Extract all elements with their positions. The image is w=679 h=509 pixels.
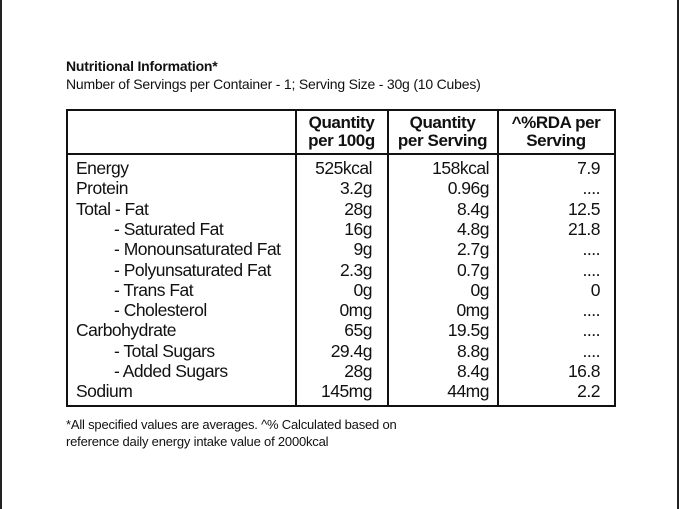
value-per-100g: 2.3g	[339, 259, 373, 280]
value-per-serving: 44mg	[447, 381, 489, 402]
table-row: - Saturated Fat 16g 4.8g 21.8	[68, 219, 614, 240]
nutrient-name: - Saturated Fat	[114, 218, 224, 239]
column-header-rda: ^%RDA per Serving	[498, 114, 614, 150]
value-rda: ....	[582, 300, 601, 321]
footnote-line: *All specified values are averages. ^% C…	[66, 417, 397, 432]
table-row: - Polyunsaturated Fat 2.3g 0.7g....	[68, 260, 614, 281]
nutrient-name: - Total Sugars	[114, 340, 215, 361]
table-row: Energy 525kcal 158kcal 7.9	[68, 158, 614, 179]
column-divider	[295, 111, 297, 405]
table-row: - Cholesterol 0mg 0mg....	[68, 300, 614, 321]
table-row: Carbohydrate 65g 19.5g....	[68, 320, 614, 341]
value-per-serving: 158kcal	[432, 158, 489, 178]
header-divider	[68, 153, 614, 155]
value-per-100g: 0g	[353, 279, 373, 300]
nutrition-table: Quantity per 100g Quantity per Serving ^…	[66, 109, 616, 407]
nutrient-name: - Polyunsaturated Fat	[114, 259, 271, 280]
table-row: - Trans Fat 0g 0g 0	[68, 280, 614, 301]
value-rda: ....	[582, 320, 601, 341]
nutrient-name: - Monounsaturated Fat	[114, 239, 281, 260]
value-per-100g: 28g	[344, 198, 372, 219]
value-rda: 16.8	[567, 361, 601, 381]
nutrient-name: Total - Fat	[76, 198, 149, 219]
value-per-serving: 0.96g	[447, 178, 490, 199]
nutrient-name: Protein	[76, 178, 128, 199]
nutrient-name: Carbohydrate	[76, 320, 177, 341]
value-per-serving: 4.8g	[456, 218, 490, 239]
table-row: - Added Sugars 28g 8.4g 16.8	[68, 361, 614, 382]
table-row: - Monounsaturated Fat 9g 2.7g....	[68, 239, 614, 260]
value-per-serving: 0mg	[456, 300, 489, 321]
value-per-100g: 525kcal	[315, 158, 372, 178]
nutrient-name: - Cholesterol	[114, 300, 207, 321]
value-per-serving: 2.7g	[456, 239, 490, 260]
value-rda: 12.5	[567, 198, 601, 219]
value-per-100g: 3.2g	[339, 178, 373, 199]
column-header-line: Quantity	[409, 113, 476, 132]
value-per-100g: 0mg	[339, 300, 372, 321]
column-header-line: ^%RDA per	[511, 113, 601, 132]
value-rda: ....	[582, 239, 601, 260]
value-rda: 2.2	[577, 381, 600, 402]
value-rda: 0	[590, 279, 601, 300]
value-per-100g: 28g	[344, 361, 372, 381]
panel-title: Nutritional Information*	[66, 58, 218, 74]
column-header-line: per Serving	[397, 131, 488, 150]
column-header-line: Serving	[526, 131, 586, 150]
right-border	[677, 0, 679, 509]
column-header-line: per 100g	[308, 131, 375, 150]
value-rda: ....	[582, 259, 601, 280]
value-rda: ....	[582, 340, 601, 361]
value-per-serving: 8.4g	[456, 198, 490, 219]
value-per-serving: 0g	[470, 279, 490, 300]
value-per-100g: 29.4g	[330, 340, 373, 361]
nutrient-name: Energy	[76, 158, 129, 178]
column-header-line: Quantity	[308, 113, 375, 132]
value-per-serving: 8.8g	[456, 340, 490, 361]
column-divider	[387, 111, 389, 405]
value-per-serving: 19.5g	[447, 320, 490, 341]
value-per-100g: 9g	[353, 239, 373, 260]
nutrient-name: - Added Sugars	[114, 361, 228, 381]
nutrient-name: Sodium	[76, 381, 133, 402]
value-rda: 21.8	[567, 218, 601, 239]
table-row: Sodium 145mg 44mg 2.2	[68, 381, 614, 402]
table-row: Total - Fat 28g 8.4g 12.5	[68, 199, 614, 220]
value-per-serving: 8.4g	[456, 361, 490, 381]
table-row: - Total Sugars 29.4g 8.8g....	[68, 341, 614, 362]
value-rda: 7.9	[577, 158, 600, 178]
column-divider	[497, 111, 499, 405]
value-per-100g: 65g	[344, 320, 372, 341]
footnote-line: reference daily energy intake value of 2…	[66, 434, 329, 449]
value-per-100g: 16g	[344, 218, 372, 239]
nutrient-name: - Trans Fat	[114, 279, 194, 300]
serving-info: Number of Servings per Container - 1; Se…	[66, 76, 481, 92]
left-border	[0, 0, 2, 509]
column-header-per-serving: Quantity per Serving	[388, 114, 497, 150]
table-row: Protein 3.2g 0.96g....	[68, 178, 614, 199]
value-per-serving: 0.7g	[456, 259, 490, 280]
value-rda: ....	[582, 178, 601, 199]
footnote: *All specified values are averages. ^% C…	[66, 416, 397, 450]
value-per-100g: 145mg	[320, 381, 373, 402]
column-header-per-100g: Quantity per 100g	[296, 114, 387, 150]
